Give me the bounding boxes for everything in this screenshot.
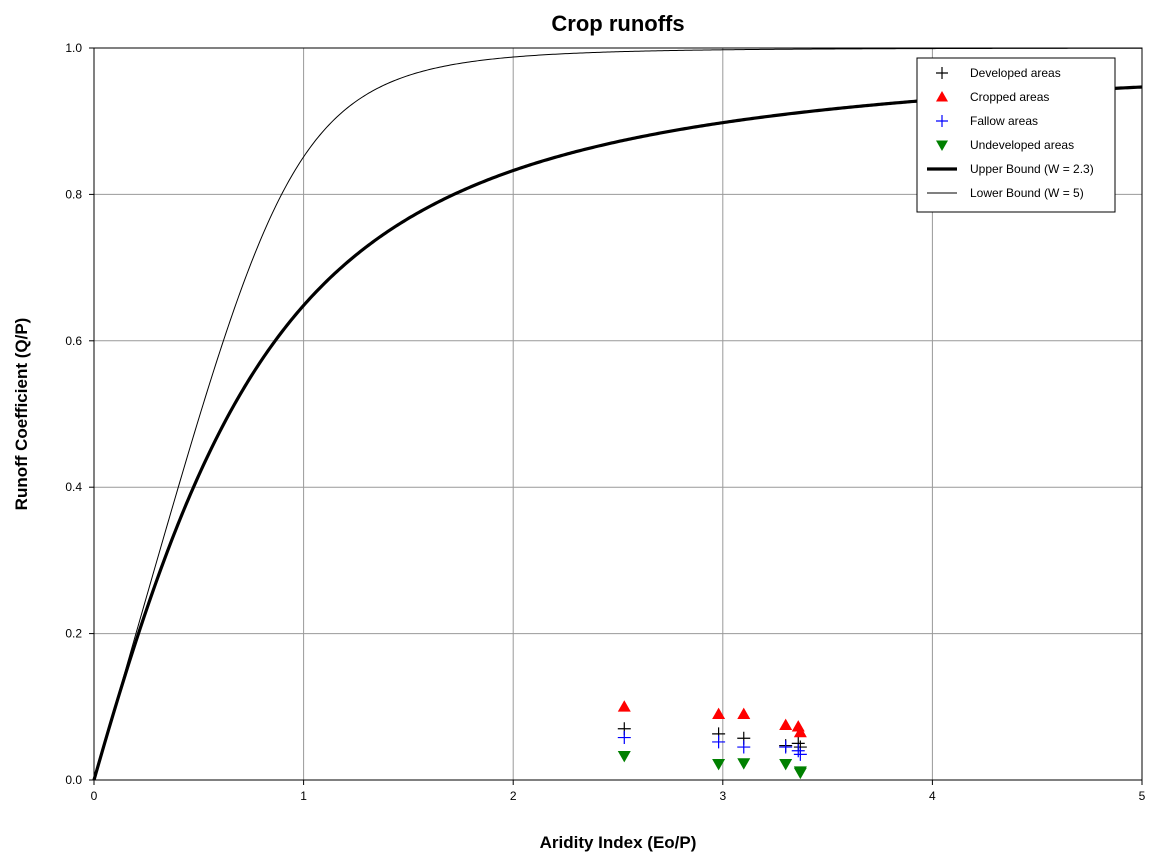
chart-title: Crop runoffs: [551, 11, 684, 36]
legend-label: Undeveloped areas: [970, 138, 1074, 152]
undeveloped-point: [712, 759, 726, 771]
undeveloped-point: [779, 759, 793, 771]
legend-label: Cropped areas: [970, 90, 1049, 104]
plot-border: [93, 47, 1143, 781]
legend-marker: [936, 140, 948, 151]
y-tick-label: 0.6: [65, 334, 82, 348]
fallow-point: [617, 731, 631, 745]
legend-label: Fallow areas: [970, 114, 1038, 128]
legend-marker: [936, 67, 948, 79]
y-tick-label: 0.0: [65, 773, 82, 787]
fallow-point: [793, 747, 807, 761]
tick-labels: 0 1 2 3 4 5 0.0 0.2 0.4 0.6 0.8 1.0: [65, 41, 1145, 803]
x-axis-label: Aridity Index (Eo/P): [540, 833, 697, 852]
cropped-point: [737, 707, 751, 719]
x-tick-label: 2: [510, 789, 517, 803]
fallow-point: [737, 740, 751, 754]
y-tick-label: 0.4: [65, 480, 82, 494]
fallow-point: [712, 735, 726, 749]
undeveloped-point: [737, 758, 751, 770]
x-tick-label: 5: [1139, 789, 1146, 803]
undeveloped-point: [617, 750, 631, 763]
cropped-point: [617, 700, 631, 712]
cropped-point: [779, 718, 793, 730]
y-tick-label: 1.0: [65, 41, 82, 55]
x-tick-label: 4: [929, 789, 936, 803]
fallow-point: [791, 744, 805, 758]
y-tick-label: 0.2: [65, 627, 82, 641]
legend: Developed areas Cropped areas Fallow areas…: [916, 57, 1116, 213]
fallow-point: [779, 740, 793, 754]
legend-marker: [936, 115, 948, 127]
undeveloped-point: [793, 767, 807, 780]
plot-frame: [93, 47, 1143, 781]
x-tick-label: 3: [719, 789, 726, 803]
legend-label: Developed areas: [970, 66, 1061, 80]
legend-label: Upper Bound (W = 2.3): [970, 162, 1094, 176]
data-points: [617, 700, 807, 780]
legend-box: [916, 57, 1116, 213]
x-tick-label: 0: [91, 789, 98, 803]
legend-label: Lower Bound (W = 5): [970, 186, 1084, 200]
cropped-point: [712, 707, 726, 719]
y-axis-label: Runoff Coefficient (Q/P): [12, 318, 31, 511]
cropped-point: [793, 725, 807, 738]
y-tick-label: 0.8: [65, 187, 82, 201]
legend-marker: [936, 91, 948, 102]
x-tick-label: 1: [300, 789, 307, 803]
